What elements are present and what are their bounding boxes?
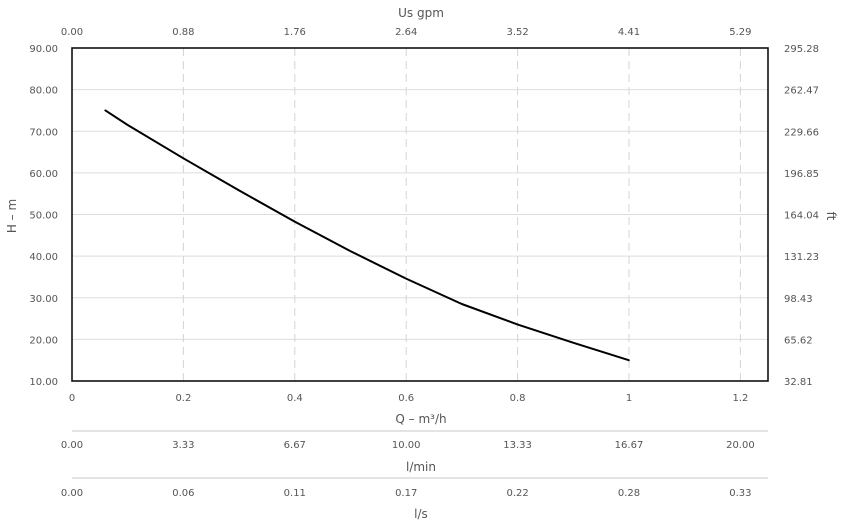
secondary-axis-tick-label: 0.00 [61, 488, 83, 499]
x-tick-labels: 0 0.2 0.4 0.6 0.8 1 1.2 [69, 393, 749, 404]
secondary-axis-title: l/s [414, 507, 428, 521]
secondary-axis-tick-label: 6.67 [284, 440, 306, 451]
x-tick-label: 0.2 [175, 393, 191, 404]
plot-frame [71, 47, 769, 382]
right-tick-label: 262.47 [784, 86, 819, 97]
secondary-axis-tick-label: 3.33 [172, 440, 194, 451]
y-tick-label: 70.00 [29, 127, 58, 138]
top-tick-label: 2.64 [395, 27, 417, 38]
y-axis-title: H – m [5, 199, 19, 233]
y-tick-label: 10.00 [29, 377, 58, 388]
right-tick-labels: 32.81 65.62 98.43 131.23 164.04 196.85 229.66 2… [784, 44, 819, 388]
right-tick-label: 295.28 [784, 44, 819, 55]
top-tick-label: 3.52 [506, 27, 528, 38]
secondary-axis-tick-label: 20.00 [726, 440, 755, 451]
top-tick-label: 1.76 [284, 27, 306, 38]
right-tick-label: 98.43 [784, 294, 813, 305]
top-tick-label: 0.00 [61, 27, 83, 38]
top-tick-label: 5.29 [729, 27, 751, 38]
y-tick-label: 50.00 [29, 211, 58, 222]
secondary-axis-tick-label: 16.67 [615, 440, 644, 451]
x-tick-label: 0.8 [510, 393, 526, 404]
secondary-axis-title: l/min [406, 460, 436, 474]
y-tick-labels: 10.00 20.00 30.00 40.00 50.00 60.00 70.00 80.00… [29, 44, 58, 388]
secondary-axis-tick-label: 13.33 [503, 440, 532, 451]
x-tick-label: 0 [69, 393, 75, 404]
right-tick-label: 164.04 [784, 211, 819, 222]
y-tick-label: 60.00 [29, 169, 58, 180]
right-tick-label: 131.23 [784, 252, 819, 263]
y-tick-label: 80.00 [29, 86, 58, 97]
secondary-axis-tick-label: 10.00 [392, 440, 421, 451]
secondary-axis-tick-label: 0.28 [618, 488, 640, 499]
plot-border [71, 47, 769, 382]
right-tick-label: 196.85 [784, 169, 819, 180]
right-tick-label: 32.81 [784, 377, 813, 388]
right-tick-label: 229.66 [784, 127, 819, 138]
x-axis-title: Q – m³/h [395, 412, 446, 426]
secondary-axis-tick-label: 0.11 [284, 488, 306, 499]
x-tick-label: 0.6 [398, 393, 414, 404]
x-tick-label: 1.2 [732, 393, 748, 404]
secondary-axis-tick-label: 0.00 [61, 440, 83, 451]
series-line [104, 109, 630, 362]
top-tick-label: 4.41 [618, 27, 640, 38]
secondary-axis-tick-label: 0.17 [395, 488, 417, 499]
y-tick-label: 20.00 [29, 335, 58, 346]
top-tick-label: 0.88 [172, 27, 194, 38]
grid-lines [72, 48, 768, 381]
y-tick-label: 40.00 [29, 252, 58, 263]
secondary-axis-tick-label: 0.33 [729, 488, 751, 499]
x-tick-label: 0.4 [287, 393, 303, 404]
x-tick-label: 1 [626, 393, 632, 404]
top-axis-title: Us gpm [398, 6, 444, 20]
extra-axes: 0.00 3.33 6.67 10.00 13.33 16.67 20.00 l/min 0.0… [61, 430, 768, 521]
y-tick-label: 30.00 [29, 294, 58, 305]
secondary-axis-tick-label: 0.06 [172, 488, 194, 499]
right-axis-title: ft [824, 212, 838, 221]
right-tick-label: 65.62 [784, 335, 813, 346]
secondary-axis-tick-label: 0.22 [506, 488, 528, 499]
y-tick-label: 90.00 [29, 44, 58, 55]
top-tick-labels: 0.00 0.88 1.76 2.64 3.52 4.41 5.29 [61, 27, 752, 38]
curve-layer [104, 109, 630, 362]
